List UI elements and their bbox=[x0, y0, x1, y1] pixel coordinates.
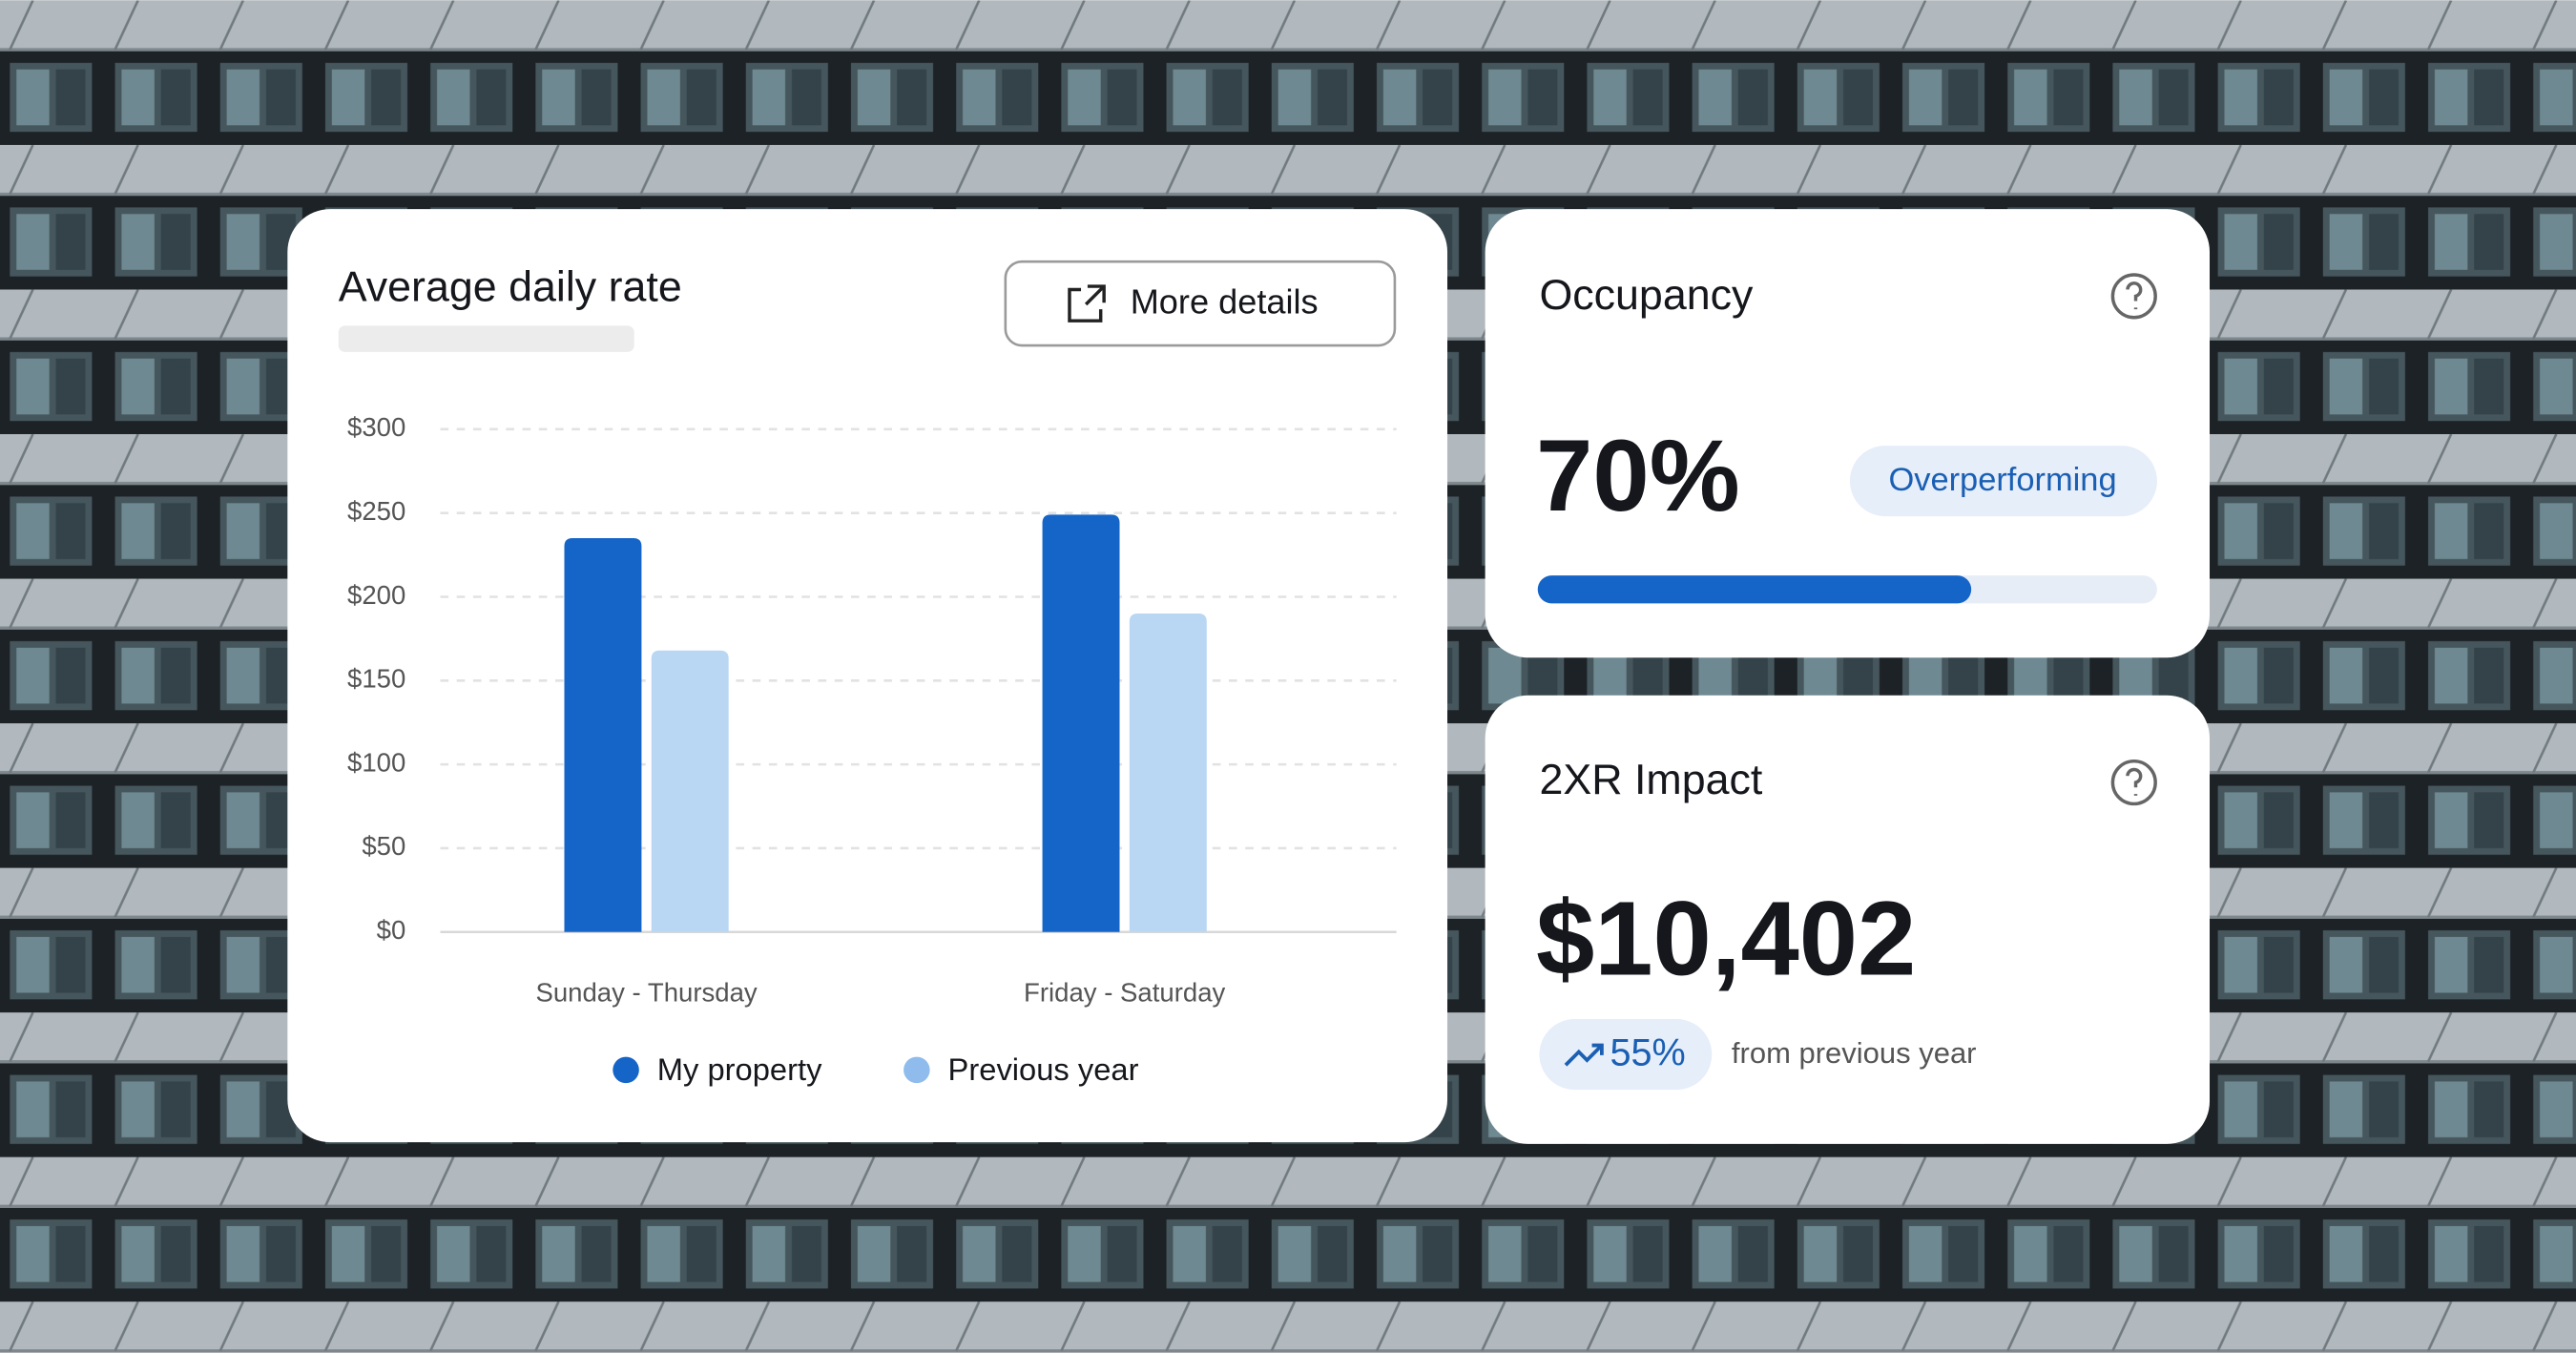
external-icon bbox=[1068, 284, 1106, 323]
occupancy-card bbox=[1485, 209, 2211, 658]
x-tick-label: Friday - Saturday bbox=[1024, 977, 1225, 1007]
help-mark bbox=[2126, 281, 2143, 310]
legend-label: My property bbox=[657, 1051, 822, 1087]
change-pill bbox=[1539, 1019, 1713, 1091]
badge-label: Overperforming bbox=[1888, 462, 2116, 498]
help-mark bbox=[2126, 767, 2143, 796]
help-circle[interactable] bbox=[2110, 273, 2157, 320]
legend-swatch bbox=[613, 1056, 639, 1084]
occupancy-value: 70% bbox=[1536, 418, 1740, 532]
change-value: 55% bbox=[1610, 1031, 1686, 1073]
y-tick-label: $50 bbox=[362, 831, 405, 861]
help-circle[interactable] bbox=[2110, 759, 2157, 806]
card-title: 2XR Impact bbox=[1539, 756, 1762, 803]
help-icon[interactable] bbox=[2110, 273, 2157, 320]
y-tick-label: $100 bbox=[347, 747, 405, 777]
legend-swatch bbox=[904, 1056, 930, 1084]
x-tick-label: Sunday - Thursday bbox=[535, 977, 757, 1007]
change-note: from previous year bbox=[1732, 1036, 1977, 1070]
badge bbox=[1849, 446, 2157, 517]
bar bbox=[1042, 514, 1120, 932]
bar bbox=[1129, 614, 1207, 932]
impact-value: $10,402 bbox=[1536, 880, 1916, 997]
y-tick-label: $150 bbox=[347, 664, 405, 694]
y-tick-label: $250 bbox=[347, 496, 405, 526]
y-tick-label: $0 bbox=[377, 915, 406, 945]
trend-icon bbox=[1564, 1043, 1604, 1067]
card-title: Occupancy bbox=[1539, 271, 1754, 319]
button-label[interactable]: More details bbox=[1131, 282, 1319, 322]
y-tick-label: $300 bbox=[347, 412, 405, 442]
bar bbox=[564, 538, 642, 932]
help-icon[interactable] bbox=[2110, 759, 2157, 806]
legend-label: Previous year bbox=[948, 1051, 1139, 1087]
progress-fill bbox=[1537, 575, 1972, 604]
bar bbox=[651, 650, 729, 932]
chart-title: Average daily rate bbox=[339, 262, 682, 310]
y-tick-label: $200 bbox=[347, 580, 405, 610]
details-button[interactable]: More details bbox=[1004, 260, 1397, 347]
button-frame[interactable] bbox=[1004, 260, 1397, 347]
placeholder bbox=[338, 325, 634, 352]
